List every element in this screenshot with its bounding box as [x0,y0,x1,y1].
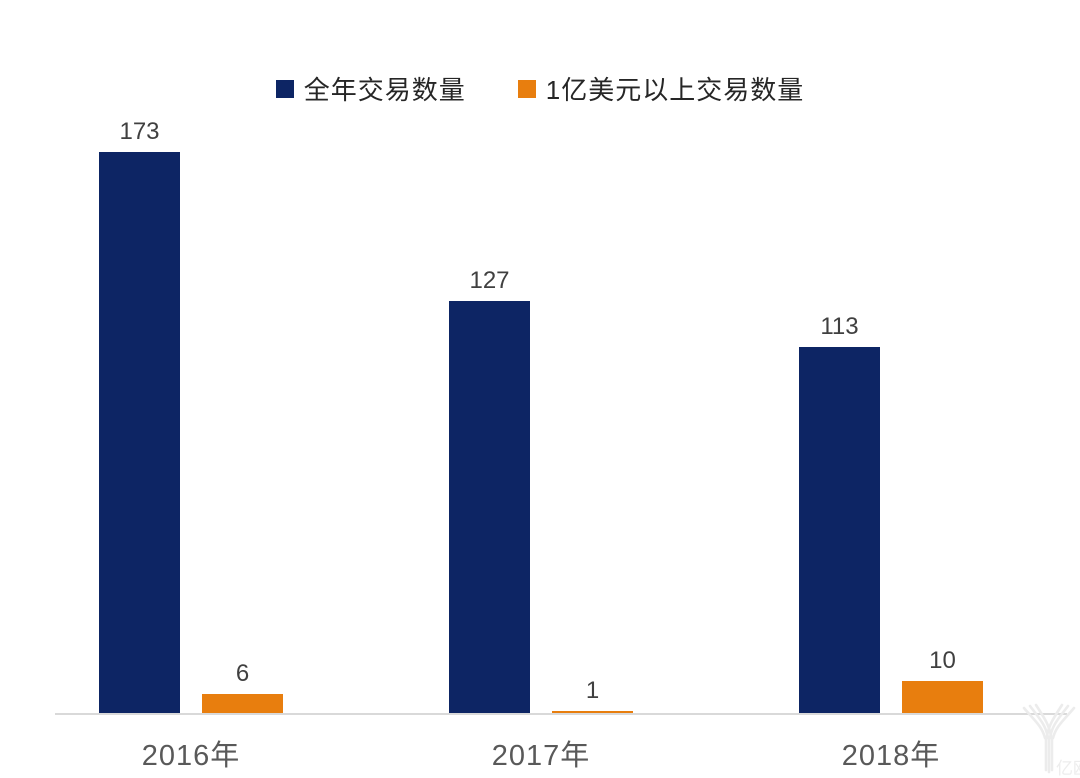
bar-value-label: 127 [469,266,510,294]
x-axis-line [55,713,1067,715]
bar-value-label: 6 [235,659,250,687]
bar-value-label: 1 [585,676,600,704]
bar-column: 6 [202,659,283,714]
bar-group: 127 1 [366,116,716,714]
x-axis-tick-label: 2018年 [841,740,941,772]
yiou-watermark-text: 亿欧 [1056,759,1080,778]
bar [552,711,633,714]
yiou-watermark-logo: 亿欧 [1022,703,1080,778]
legend-swatch-orange-icon [517,79,536,98]
bar-value-label: 113 [820,312,859,340]
bar-group: 113 10 [716,116,1066,714]
legend-item-large-deals: 1亿美元以上交易数量 [517,70,805,107]
bar-column: 113 [799,312,880,714]
plot-area: 173 6 127 1 113 10 2016年 2017年 2018年 [16,116,1066,774]
bar-groups: 173 6 127 1 113 10 [16,116,1066,714]
legend-label-large-deals: 1亿美元以上交易数量 [545,75,805,105]
bar-column: 10 [902,646,983,714]
bar-column: 1 [552,676,633,714]
legend-swatch-navy-icon [275,79,294,98]
x-axis-labels: 2016年 2017年 2018年 [16,732,1066,774]
bar [902,681,983,714]
chart-legend: 全年交易数量 1亿美元以上交易数量 [0,70,1080,107]
bar-column: 173 [99,117,180,714]
bar [799,347,880,714]
bar [202,694,283,714]
bar-value-label: 173 [119,117,160,145]
bar-group: 173 6 [16,116,366,714]
legend-label-total-deals: 全年交易数量 [303,75,466,105]
x-axis-tick-label: 2016年 [141,740,241,772]
bar [99,152,180,714]
x-axis-tick-label: 2017年 [491,740,591,772]
bar-value-label: 10 [929,646,956,674]
legend-item-total-deals: 全年交易数量 [275,70,466,107]
bar [449,301,530,714]
bar-column: 127 [449,266,530,714]
